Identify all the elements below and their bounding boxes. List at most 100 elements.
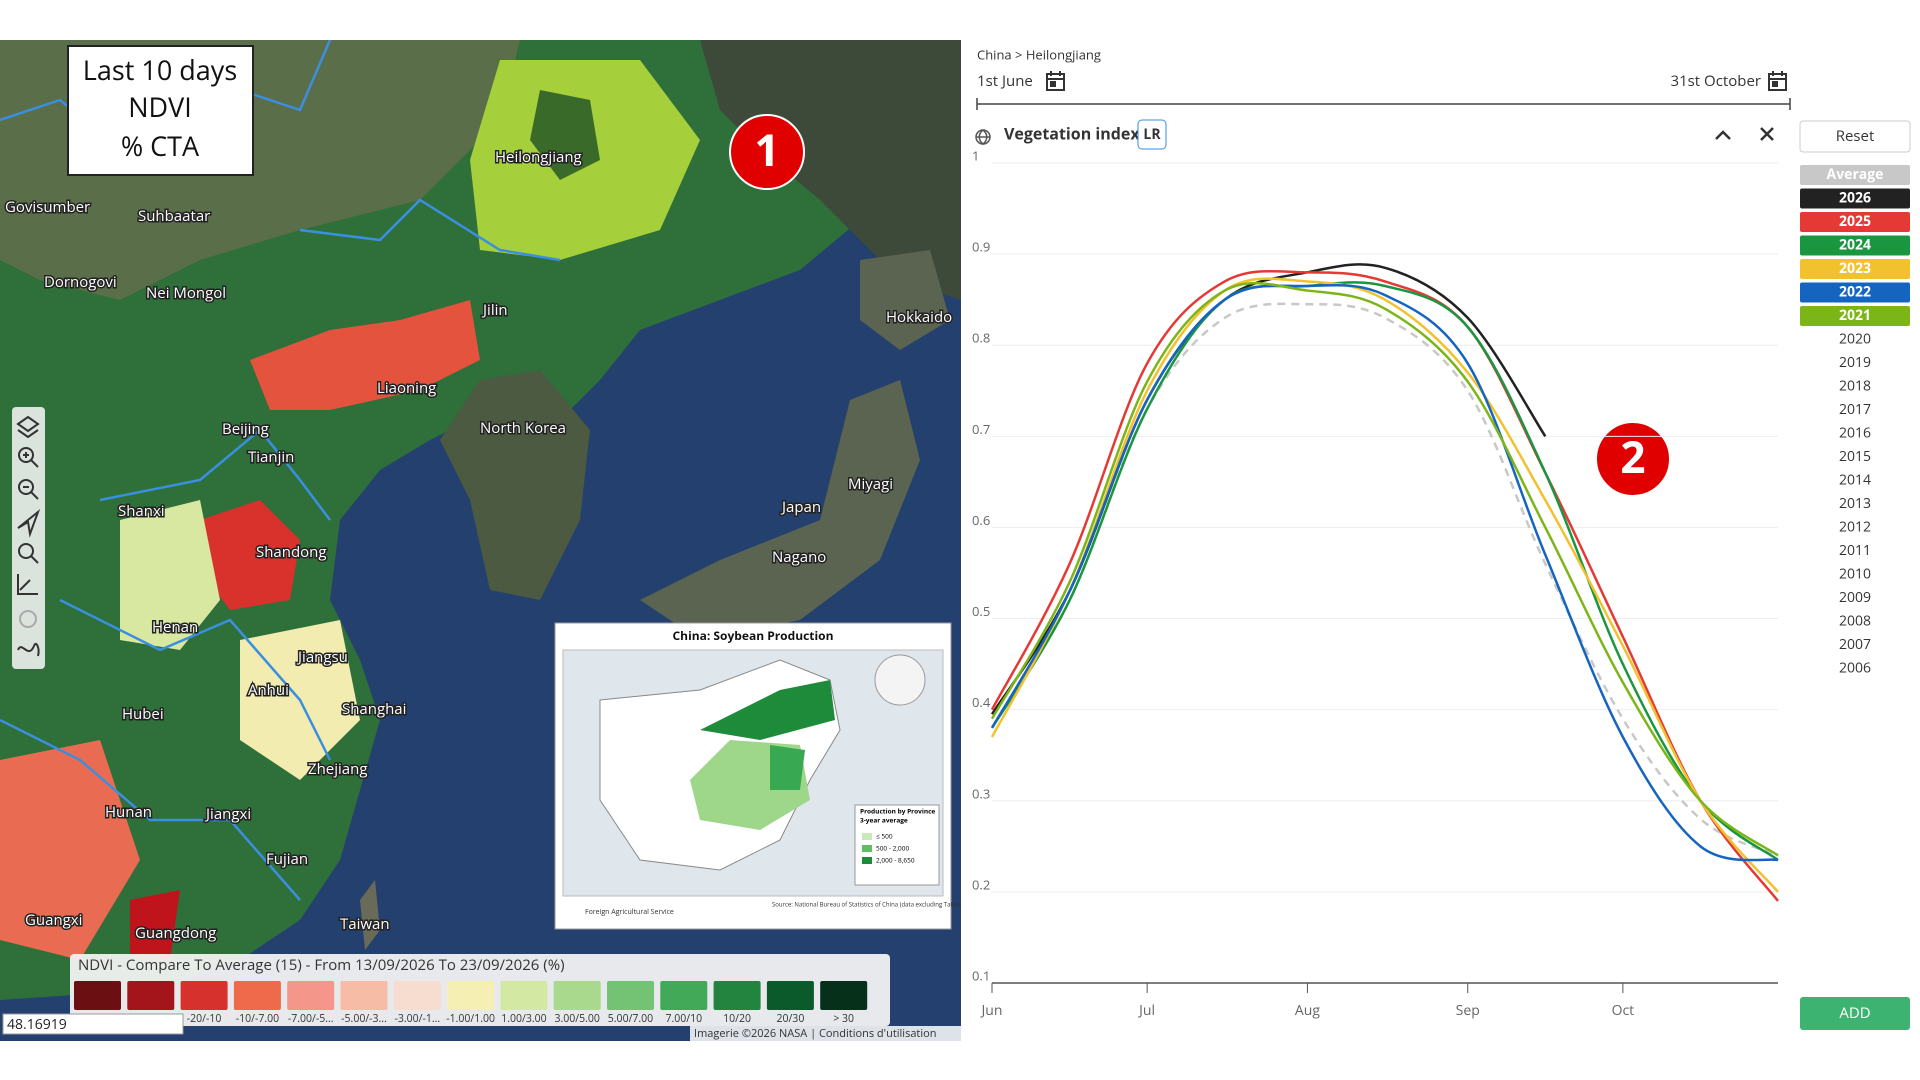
place-label: Hokkaido — [886, 307, 952, 327]
inset-legend-item: 2,000 - 8,650 — [876, 856, 915, 865]
legend-pill[interactable] — [1800, 282, 1910, 303]
attribution-bg — [690, 1026, 961, 1041]
collapse-button[interactable] — [1715, 130, 1731, 140]
legend-pill[interactable] — [1800, 306, 1910, 326]
legend-label: 3.00/5.00 — [555, 1012, 600, 1026]
zoom-in-button[interactable] — [18, 447, 39, 468]
marker-badge — [729, 114, 805, 190]
marker-text: 1 — [754, 119, 779, 179]
legend-pill[interactable] — [1800, 259, 1910, 279]
place-label: Guangxi — [25, 910, 82, 930]
place-label: Govisumber — [5, 197, 90, 217]
legend-label[interactable]: 2024 — [1839, 235, 1871, 254]
place-label: Dornogovi — [44, 272, 117, 292]
year-legend: Average 2026 2025 2024 2023 2022 2021 2020 2019 2… — [1800, 165, 1910, 677]
inset-map: China: Soybean Production Production by … — [554, 622, 961, 930]
place-label: Suhbaatar — [138, 206, 210, 226]
place-label: Shanghai — [342, 699, 406, 719]
map[interactable]: Heilongjiang Jilin Liaoning Beijing Tian… — [0, 40, 966, 1041]
y-tick-label: 0.8 — [972, 329, 990, 347]
measure-button[interactable] — [17, 574, 38, 595]
y-tick-label: 0.1 — [972, 966, 990, 984]
legend-label[interactable]: 2020 — [1839, 329, 1871, 348]
end-date[interactable]: 31st October — [1671, 71, 1762, 91]
inset-legend-item: ≤ 500 — [876, 832, 893, 841]
place-label: Heilongjiang — [495, 147, 582, 167]
locate-button[interactable] — [17, 508, 41, 538]
place-label: Guangdong — [135, 923, 216, 943]
coordinates: 48.16919 — [7, 1015, 67, 1034]
legend-label[interactable]: 2016 — [1839, 423, 1871, 442]
reset-label[interactable]: Reset — [1836, 126, 1875, 146]
date-slider[interactable] — [976, 98, 1791, 110]
end-calendar-icon[interactable] — [1768, 71, 1787, 91]
y-tick-label: 0.3 — [972, 784, 990, 802]
red-patch — [250, 300, 480, 410]
search-button[interactable] — [18, 543, 39, 564]
legend-label[interactable]: 2023 — [1839, 259, 1871, 278]
place-label: Japan — [780, 497, 821, 517]
badge-box[interactable] — [1137, 119, 1167, 150]
place-label: Liaoning — [377, 378, 436, 398]
legend-label[interactable]: 2006 — [1839, 658, 1871, 677]
legend-label[interactable]: 2007 — [1839, 635, 1871, 654]
legend-label: > 30 — [833, 1012, 854, 1026]
legend-label[interactable]: 2025 — [1839, 212, 1871, 231]
x-tick-label: Aug — [1295, 1001, 1320, 1020]
close-button[interactable] — [1760, 127, 1774, 141]
legend-label[interactable]: 2015 — [1839, 447, 1871, 466]
globe-icon — [975, 129, 991, 145]
legend-label[interactable]: 2019 — [1839, 353, 1871, 372]
place-label: Taiwan — [340, 914, 390, 934]
reset-button[interactable] — [1799, 120, 1911, 153]
legend-label: 7.00/10 — [665, 1012, 702, 1026]
legend-label[interactable]: 2009 — [1839, 588, 1871, 607]
place-label: Beijing — [222, 419, 269, 439]
layers-button[interactable] — [16, 415, 40, 439]
legend-label[interactable]: 2021 — [1839, 306, 1871, 325]
legend-label[interactable]: Average — [1827, 165, 1884, 184]
legend-label[interactable]: 2012 — [1839, 517, 1871, 536]
legend-label[interactable]: 2010 — [1839, 564, 1871, 583]
legend-label[interactable]: 2018 — [1839, 376, 1871, 395]
legend-label[interactable]: 2013 — [1839, 494, 1871, 513]
start-calendar-icon[interactable] — [1046, 71, 1065, 91]
inset-north — [700, 680, 835, 740]
y-tick-label: 0.5 — [972, 602, 990, 620]
series-line — [990, 277, 1779, 893]
line-chart: 0.1 0.2 0.3 0.4 0.5 0.6 0.7 0.8 0.9 1 Jun Jul Aug Sep… — [972, 146, 1779, 1020]
series-line — [990, 281, 1779, 857]
legend-label[interactable]: 2008 — [1839, 611, 1871, 630]
target-button[interactable] — [19, 610, 37, 628]
panel-badge[interactable]: LR — [1143, 125, 1161, 144]
overlay-text: Last 10 days — [83, 51, 237, 88]
add-button[interactable] — [1800, 997, 1910, 1030]
legend-label[interactable]: 2011 — [1839, 541, 1871, 560]
marker-text: 2 — [1620, 426, 1645, 486]
legend-label[interactable]: 2017 — [1839, 400, 1871, 419]
legend-pill[interactable] — [1800, 235, 1910, 256]
legend-label: 10/20 — [723, 1012, 751, 1026]
mainland — [0, 40, 930, 1000]
legend-label: -10/-7.00 — [236, 1012, 279, 1026]
place-label: Jiangsu — [296, 647, 348, 667]
legend-pill[interactable] — [1800, 188, 1910, 209]
legend-pill[interactable] — [1800, 212, 1910, 232]
y-tick-label: 0.6 — [972, 511, 990, 529]
legend-label[interactable]: 2014 — [1839, 470, 1871, 489]
legend-swatch — [553, 981, 601, 1010]
overlay-text: NDVI — [128, 88, 192, 125]
legend-swatch — [287, 981, 335, 1010]
x-tick-label: Jul — [1137, 1001, 1155, 1020]
add-label[interactable]: ADD — [1839, 1003, 1870, 1023]
legend-swatch — [340, 981, 388, 1010]
zoom-out-button[interactable] — [18, 479, 39, 500]
legend-pill[interactable] — [1800, 165, 1910, 185]
legend-label[interactable]: 2026 — [1839, 188, 1871, 207]
legend-label: -5.00/-3... — [341, 1012, 387, 1026]
start-date[interactable]: 1st June — [977, 71, 1033, 91]
map-toolbar — [12, 407, 45, 669]
draw-button[interactable] — [17, 642, 40, 657]
legend-swatch — [500, 981, 548, 1010]
legend-label[interactable]: 2022 — [1839, 282, 1871, 301]
